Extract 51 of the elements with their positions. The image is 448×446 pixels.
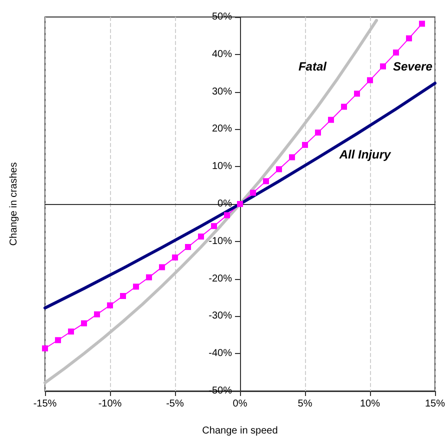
series-label: All Injury (338, 148, 392, 162)
point (406, 35, 412, 42)
point (184, 244, 191, 250)
point (133, 284, 139, 290)
x-tick-label: -15% (33, 398, 57, 410)
series-label: Fatal (298, 60, 328, 74)
point (250, 190, 256, 196)
y-tick-label: -30% (208, 310, 232, 322)
point (55, 337, 61, 344)
point (418, 20, 425, 27)
y-tick-label: -20% (208, 273, 232, 284)
point (314, 130, 321, 136)
point (159, 264, 165, 270)
y-tick-label: -10% (208, 236, 232, 247)
x-tick-label: -10% (98, 398, 122, 410)
point (340, 104, 347, 110)
x-tick-label: 0% (232, 398, 248, 410)
y-axis-title: Change in crashes (8, 162, 20, 246)
point (198, 234, 204, 240)
point (380, 63, 386, 70)
point (210, 223, 217, 230)
point (94, 311, 100, 318)
point (236, 201, 243, 207)
point (302, 142, 308, 148)
point (172, 254, 178, 260)
y-tick-label: -40% (208, 348, 232, 360)
x-axis-title: Change in speed (202, 426, 278, 436)
x-tick-label: 5% (298, 398, 312, 410)
point (81, 320, 87, 326)
point (68, 328, 74, 335)
point (42, 345, 48, 352)
point (354, 90, 360, 97)
point (366, 77, 373, 84)
point (107, 302, 113, 308)
point (146, 274, 152, 280)
point (224, 212, 230, 218)
point (120, 293, 126, 300)
point (328, 116, 334, 123)
point (392, 50, 399, 56)
y-tick-label: 30% (212, 86, 232, 98)
x-tick-label: -5% (166, 398, 184, 410)
x-tick-label: 15% (424, 398, 446, 410)
y-tick-label: 40% (212, 48, 232, 60)
series-label: Severe (392, 59, 433, 74)
point (288, 154, 295, 160)
y-tick-label: 20% (212, 124, 232, 135)
line-series (44, 82, 436, 310)
x-tick-label: 10% (360, 398, 380, 410)
point (276, 166, 282, 172)
y-tick-label: 10% (212, 161, 232, 172)
point (262, 178, 269, 184)
